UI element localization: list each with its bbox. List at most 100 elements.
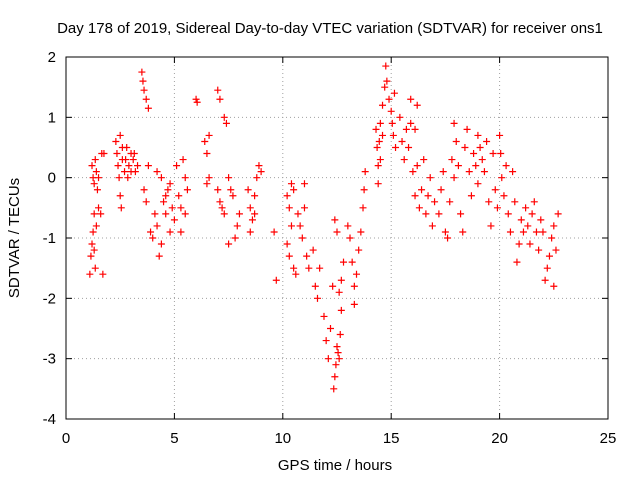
data-point bbox=[435, 210, 443, 218]
data-point bbox=[216, 198, 224, 206]
data-point bbox=[548, 234, 556, 242]
data-point bbox=[130, 150, 138, 158]
data-point bbox=[246, 228, 254, 236]
data-point bbox=[87, 252, 95, 260]
data-point bbox=[285, 204, 293, 212]
data-point bbox=[439, 168, 447, 176]
data-point bbox=[413, 162, 421, 170]
data-point bbox=[373, 144, 381, 151]
data-point bbox=[201, 137, 209, 145]
data-point bbox=[383, 77, 391, 85]
data-point bbox=[331, 216, 339, 224]
data-point bbox=[168, 204, 176, 212]
data-point bbox=[205, 131, 213, 139]
data-point bbox=[407, 119, 415, 127]
data-point bbox=[526, 240, 534, 248]
data-point bbox=[379, 131, 387, 139]
data-point bbox=[398, 137, 406, 145]
data-point bbox=[385, 95, 393, 103]
y-axis-ticks: -4 -3 -2 -1 0 1 2 bbox=[43, 49, 608, 428]
data-point bbox=[411, 192, 419, 200]
data-point bbox=[350, 300, 358, 308]
data-point bbox=[203, 180, 211, 188]
data-point bbox=[450, 174, 458, 182]
data-point bbox=[179, 156, 187, 164]
data-point bbox=[93, 186, 101, 194]
data-point bbox=[390, 89, 398, 97]
data-point bbox=[248, 216, 256, 224]
data-point bbox=[504, 210, 512, 218]
data-point bbox=[113, 150, 121, 158]
data-point bbox=[157, 174, 165, 182]
data-point bbox=[214, 86, 222, 94]
data-point bbox=[140, 186, 148, 194]
data-point bbox=[285, 252, 293, 260]
data-point bbox=[138, 68, 146, 76]
data-point bbox=[326, 325, 334, 332]
data-point bbox=[519, 228, 527, 236]
x-tick-label: 0 bbox=[62, 430, 70, 447]
data-point bbox=[116, 131, 124, 139]
data-point bbox=[465, 168, 473, 176]
data-point bbox=[502, 162, 510, 170]
grid-lines bbox=[66, 57, 608, 419]
data-point bbox=[287, 180, 295, 188]
chart-title: Day 178 of 2019, Sidereal Day-to-day VTE… bbox=[57, 20, 603, 37]
data-point bbox=[251, 192, 259, 200]
data-point bbox=[216, 95, 224, 103]
data-point bbox=[142, 95, 150, 103]
data-point bbox=[537, 216, 545, 224]
y-tick-label: -4 bbox=[43, 411, 56, 428]
data-point bbox=[532, 228, 540, 236]
data-point bbox=[290, 264, 298, 272]
y-tick-label: -2 bbox=[43, 290, 56, 307]
data-point bbox=[332, 361, 340, 369]
data-point bbox=[155, 252, 163, 260]
data-point bbox=[296, 222, 304, 230]
data-point bbox=[331, 373, 339, 381]
data-point bbox=[305, 264, 313, 272]
data-point bbox=[355, 246, 363, 254]
y-tick-label: 2 bbox=[48, 49, 56, 66]
data-point bbox=[313, 294, 321, 302]
data-point bbox=[294, 210, 302, 218]
data-point bbox=[467, 192, 475, 200]
data-point bbox=[372, 125, 380, 133]
data-point bbox=[88, 240, 96, 248]
data-point bbox=[426, 174, 434, 182]
data-point bbox=[389, 131, 397, 139]
data-point bbox=[402, 125, 410, 133]
data-point bbox=[99, 270, 107, 278]
data-point bbox=[376, 119, 384, 127]
data-point bbox=[463, 125, 471, 133]
data-point bbox=[543, 264, 551, 272]
data-point bbox=[151, 210, 159, 218]
data-point bbox=[324, 355, 332, 363]
data-point bbox=[528, 210, 536, 218]
y-tick-label: 1 bbox=[48, 109, 56, 126]
data-point bbox=[452, 137, 460, 145]
data-point bbox=[320, 312, 328, 320]
data-point bbox=[214, 186, 222, 194]
x-tick-label: 5 bbox=[170, 430, 178, 447]
data-point bbox=[140, 86, 148, 94]
data-point bbox=[112, 137, 120, 145]
data-point bbox=[450, 119, 458, 127]
data-points bbox=[86, 62, 562, 393]
x-tick-label: 20 bbox=[491, 430, 508, 447]
data-point bbox=[164, 186, 172, 194]
data-point bbox=[539, 228, 547, 236]
data-point bbox=[360, 186, 368, 194]
data-point bbox=[270, 228, 278, 236]
data-point bbox=[162, 192, 170, 200]
data-point bbox=[483, 137, 491, 145]
data-point bbox=[392, 144, 400, 151]
data-point bbox=[511, 198, 519, 206]
data-point bbox=[374, 180, 382, 188]
data-point bbox=[233, 222, 241, 230]
data-point bbox=[424, 192, 432, 200]
data-point bbox=[283, 240, 291, 248]
data-point bbox=[287, 222, 295, 230]
data-point bbox=[166, 180, 174, 188]
